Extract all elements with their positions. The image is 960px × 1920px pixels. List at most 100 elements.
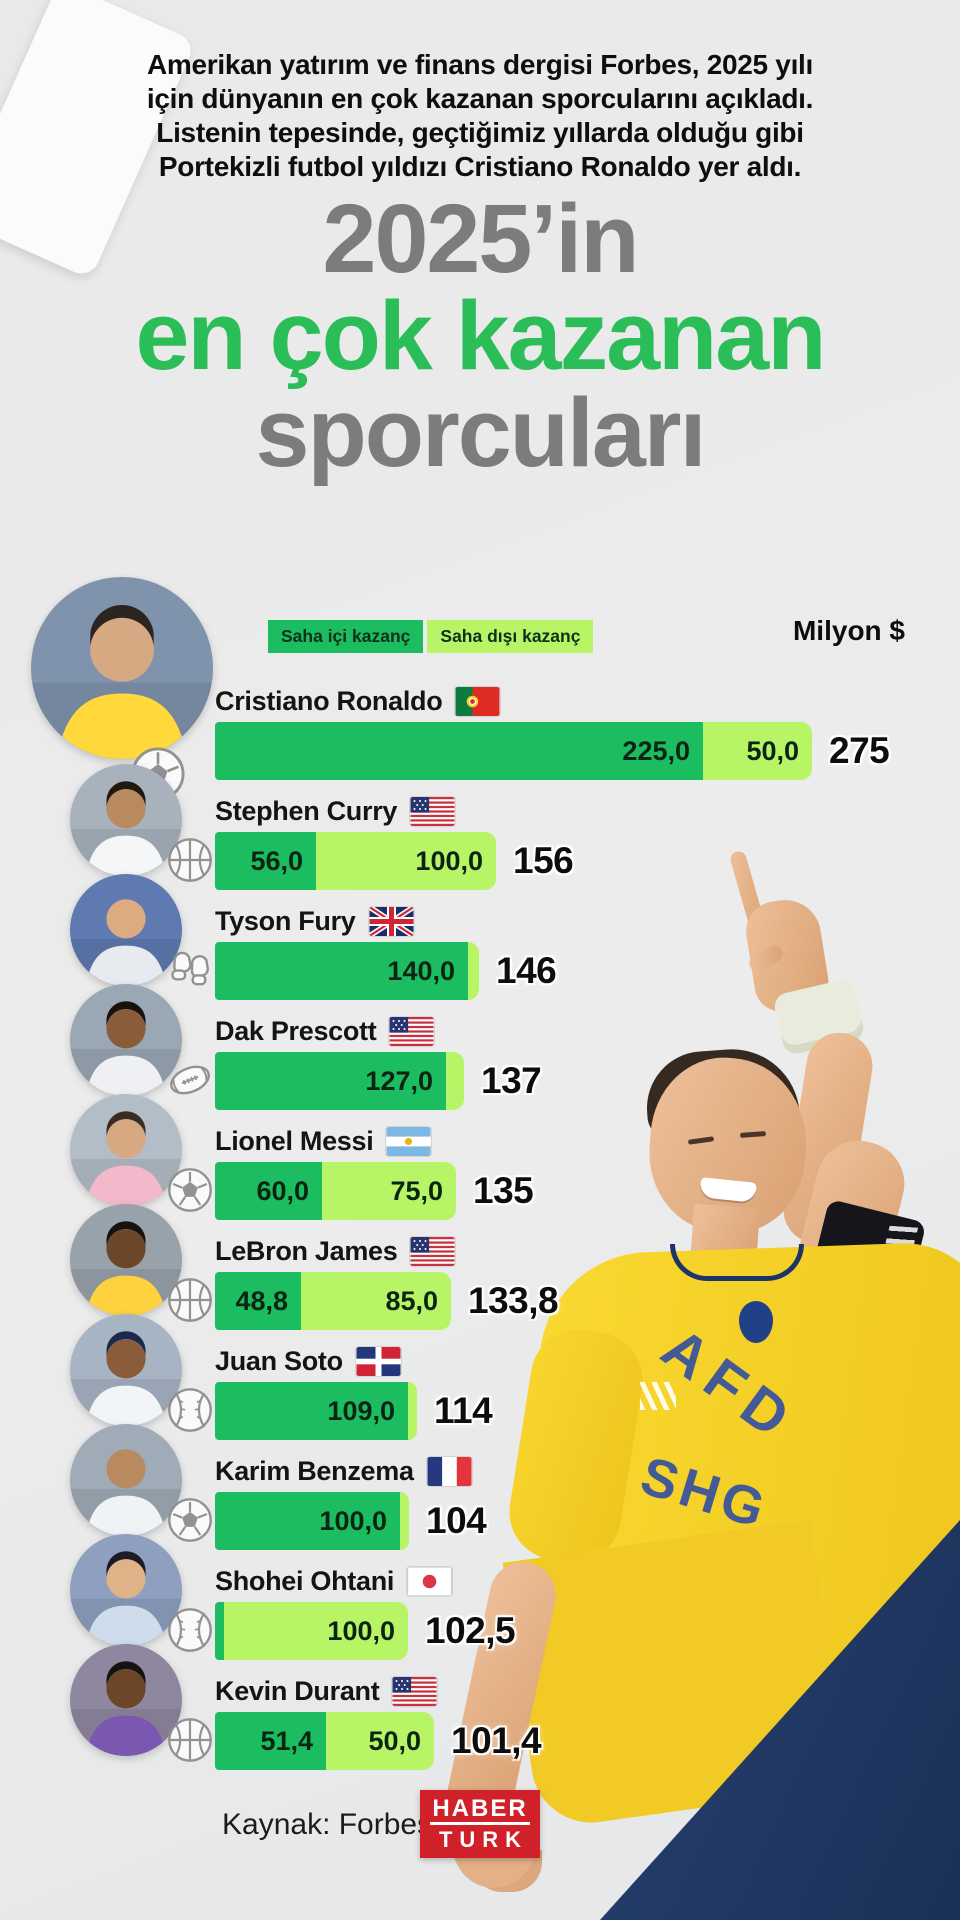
athlete-name: Tyson Fury (215, 906, 356, 936)
offfield-bar-segment (446, 1052, 464, 1110)
onfield-bar-segment: 109,0 (215, 1382, 408, 1440)
athlete-name: Stephen Curry (215, 796, 398, 826)
basketball-icon (166, 1276, 214, 1324)
athlete-photo (70, 984, 182, 1101)
athlete-name-line: Lionel Messi (215, 1126, 431, 1157)
athlete-name-line: Stephen Curry (215, 796, 455, 827)
total-earnings: 137 (481, 1060, 542, 1101)
earnings-bar: 56,0 100,0 156 (215, 832, 574, 890)
intro-line: Listenin tepesinde, geçtiğimiz yıllarda … (156, 117, 804, 148)
athlete-name: Cristiano Ronaldo (215, 686, 443, 716)
intro-paragraph: Amerikan yatırım ve finans dergisi Forbe… (0, 48, 960, 184)
athlete-name-line: Kevin Durant (215, 1676, 437, 1707)
baseball-icon (166, 1606, 214, 1654)
athlete-row: Cristiano Ronaldo 225,0 50,0 275 (0, 577, 960, 801)
flag-ar-icon (386, 1127, 431, 1156)
athlete-row: LeBron James 48,8 85,0 133,8 (0, 1204, 960, 1338)
athlete-name-line: Cristiano Ronaldo (215, 686, 500, 717)
onfield-bar-segment: 56,0 (215, 832, 316, 890)
logo-text-top: HABER (430, 1795, 530, 1825)
intro-line: Portekizli futbol yıldızı Cristiano Rona… (158, 151, 802, 182)
logo-text-bottom: TURK (438, 1826, 529, 1852)
offfield-bar-segment (468, 942, 479, 1000)
earnings-bar: 48,8 85,0 133,8 (215, 1272, 559, 1330)
football-icon (166, 1166, 214, 1214)
earnings-bar: 127,0 137 (215, 1052, 542, 1110)
athlete-name: Dak Prescott (215, 1016, 377, 1046)
offfield-bar-segment (400, 1492, 409, 1550)
athlete-row: Shohei Ohtani 100,0 102,5 (0, 1534, 960, 1668)
flag-us-icon (410, 1237, 455, 1266)
athlete-name-line: Juan Soto (215, 1346, 401, 1377)
athlete-photo (31, 577, 213, 764)
legend-offfield-chip: Saha dışı kazanç (427, 620, 594, 653)
total-earnings: 114 (434, 1390, 493, 1431)
athlete-name-line: Karim Benzema (215, 1456, 472, 1487)
athlete-row: Stephen Curry 56,0 100,0 156 (0, 764, 960, 898)
athlete-row: Juan Soto 109,0 114 (0, 1314, 960, 1448)
onfield-bar-segment: 225,0 (215, 722, 703, 780)
legend: Saha içi kazanç Saha dışı kazanç (268, 620, 594, 653)
baseball-icon (166, 1386, 214, 1434)
athlete-photo (70, 1644, 182, 1761)
offfield-bar-segment: 50,0 (703, 722, 812, 780)
flag-fr-icon (427, 1457, 472, 1486)
source-label: Kaynak: Forbes (222, 1808, 433, 1841)
athlete-photo (70, 874, 182, 991)
earnings-bar: 60,0 75,0 135 (215, 1162, 534, 1220)
total-earnings: 133,8 (468, 1280, 559, 1321)
athlete-photo (70, 764, 182, 881)
basketball-icon (166, 1716, 214, 1764)
athlete-name: Shohei Ohtani (215, 1566, 395, 1596)
title-line-3: sporcuları (255, 378, 707, 487)
athlete-name: Kevin Durant (215, 1676, 380, 1706)
onfield-bar-segment (215, 1602, 224, 1660)
haberturk-logo: HABER TURK (420, 1790, 540, 1858)
athlete-photo (70, 1314, 182, 1431)
offfield-bar-segment: 100,0 (316, 832, 496, 890)
onfield-bar-segment: 60,0 (215, 1162, 322, 1220)
onfield-bar-segment: 140,0 (215, 942, 468, 1000)
flag-us-icon (410, 797, 455, 826)
flag-gb-icon (368, 907, 414, 936)
offfield-bar-segment: 75,0 (322, 1162, 456, 1220)
offfield-bar-segment: 50,0 (326, 1712, 434, 1770)
total-earnings: 104 (426, 1500, 487, 1541)
flag-jp-icon (407, 1567, 453, 1596)
athlete-photo (70, 1424, 182, 1541)
athlete-name: LeBron James (215, 1236, 398, 1266)
earnings-bar: 100,0 102,5 (215, 1602, 516, 1660)
amfootball-icon (166, 1056, 214, 1104)
flag-us-icon (389, 1017, 434, 1046)
unit-label: Milyon $ (792, 615, 905, 646)
athlete-row: Dak Prescott 127,0 137 (0, 984, 960, 1118)
athlete-row: Lionel Messi 60,0 75,0 135 (0, 1094, 960, 1228)
onfield-bar-segment: 127,0 (215, 1052, 446, 1110)
basketball-icon (166, 836, 214, 884)
legend-onfield-chip: Saha içi kazanç (268, 620, 424, 653)
athlete-name-line: Shohei Ohtani (215, 1566, 453, 1597)
boxing-icon (166, 946, 214, 994)
athlete-row: Kevin Durant 51,4 50,0 101,4 (0, 1644, 960, 1778)
title-line-2: en çok kazanan (135, 281, 826, 390)
earnings-bar: 100,0 104 (215, 1492, 487, 1550)
offfield-bar-segment: 85,0 (301, 1272, 451, 1330)
offfield-bar-segment (408, 1382, 417, 1440)
athlete-name: Karim Benzema (215, 1456, 414, 1486)
offfield-bar-segment: 100,0 (224, 1602, 408, 1660)
athlete-photo (70, 1094, 182, 1211)
onfield-bar-segment: 48,8 (215, 1272, 301, 1330)
total-earnings: 135 (473, 1170, 534, 1211)
flag-us-icon (392, 1677, 437, 1706)
onfield-bar-segment: 51,4 (215, 1712, 326, 1770)
page-title: 2025’in en çok kazanan sporcuları (0, 190, 960, 481)
title-line-1: 2025’in (322, 184, 640, 293)
total-earnings: 156 (513, 840, 574, 881)
total-earnings: 146 (496, 950, 557, 991)
onfield-bar-segment: 100,0 (215, 1492, 400, 1550)
athlete-photo (70, 1534, 182, 1651)
football-icon (166, 1496, 214, 1544)
earnings-bar: 109,0 114 (215, 1382, 493, 1440)
total-earnings: 102,5 (425, 1610, 516, 1651)
